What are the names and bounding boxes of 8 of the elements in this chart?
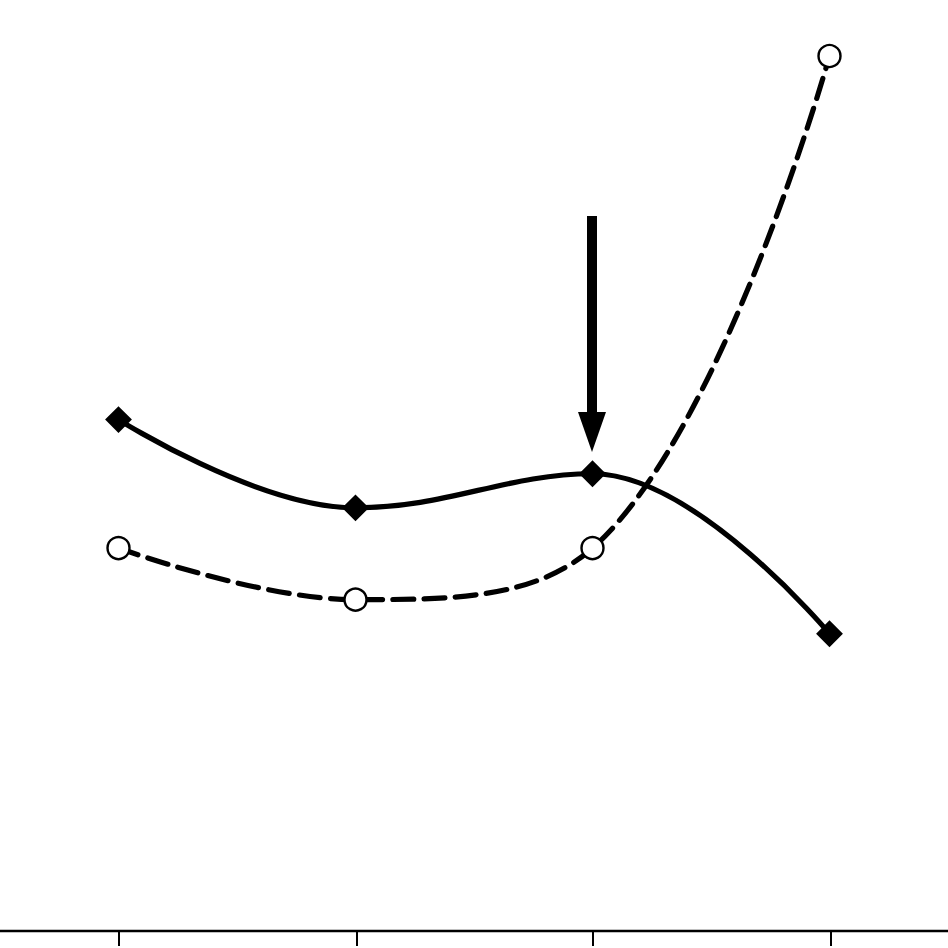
point <box>816 620 843 647</box>
point <box>342 494 369 521</box>
point <box>817 43 842 69</box>
point <box>580 535 605 561</box>
point <box>343 587 368 612</box>
point <box>105 406 132 433</box>
point <box>579 460 606 487</box>
point <box>106 535 131 561</box>
